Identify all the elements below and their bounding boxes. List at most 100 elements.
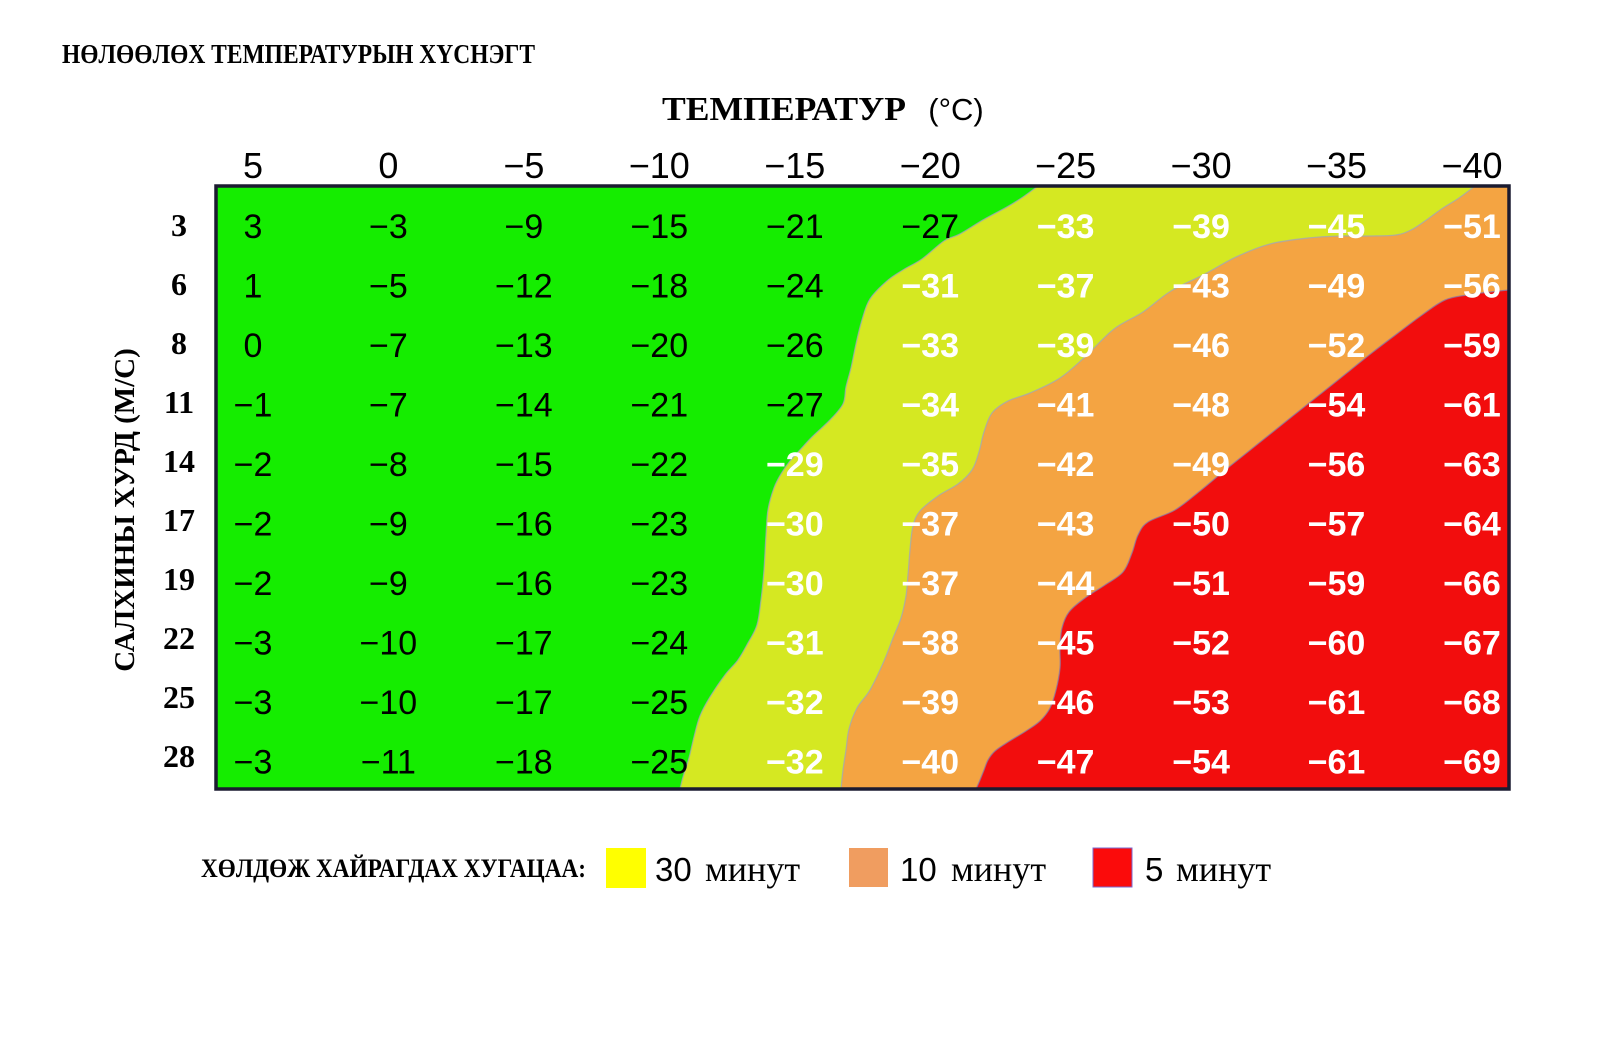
svg-text:−12: −12 (495, 268, 553, 306)
svg-text:−37: −37 (901, 565, 959, 603)
svg-text:−46: −46 (1037, 684, 1095, 722)
svg-text:−11: −11 (361, 744, 416, 782)
svg-text:25: 25 (163, 679, 195, 715)
svg-text:−31: −31 (901, 268, 959, 306)
svg-text:−20: −20 (630, 327, 688, 365)
svg-text:0: 0 (244, 327, 263, 365)
svg-text:−16: −16 (495, 565, 553, 603)
svg-text:−7: −7 (369, 387, 408, 425)
svg-text:−1: −1 (234, 387, 273, 425)
svg-text:−9: −9 (369, 506, 408, 544)
svg-text:минут: минут (951, 849, 1046, 889)
svg-text:−49: −49 (1308, 268, 1366, 306)
svg-text:−45: −45 (1308, 208, 1366, 246)
svg-text:−27: −27 (901, 208, 959, 246)
svg-text:−60: −60 (1308, 625, 1366, 663)
svg-text:−24: −24 (630, 625, 688, 663)
svg-text:5: 5 (1145, 851, 1163, 888)
svg-text:−59: −59 (1308, 565, 1366, 603)
svg-text:минут: минут (705, 849, 800, 889)
svg-text:−26: −26 (766, 327, 824, 365)
svg-text:−54: −54 (1308, 387, 1366, 425)
svg-text:−32: −32 (766, 744, 824, 782)
svg-text:−33: −33 (901, 327, 959, 365)
svg-text:−18: −18 (495, 744, 553, 782)
svg-text:−14: −14 (495, 387, 553, 425)
svg-text:−27: −27 (766, 387, 824, 425)
svg-text:−56: −56 (1443, 268, 1501, 306)
svg-text:−47: −47 (1037, 744, 1095, 782)
svg-text:−63: −63 (1443, 446, 1501, 484)
svg-text:−25: −25 (630, 684, 688, 722)
svg-text:НӨЛӨӨЛӨХ ТЕМПЕРАТУРЫН ХҮСНЭГТ: НӨЛӨӨЛӨХ ТЕМПЕРАТУРЫН ХҮСНЭГТ (62, 39, 535, 69)
svg-text:−31: −31 (766, 625, 824, 663)
svg-text:−15: −15 (495, 446, 553, 484)
svg-text:−38: −38 (901, 625, 959, 663)
svg-text:−35: −35 (1306, 145, 1367, 186)
svg-text:17: 17 (163, 502, 195, 538)
svg-text:5: 5 (243, 145, 263, 186)
svg-text:−10: −10 (629, 145, 690, 186)
svg-text:0: 0 (378, 145, 398, 186)
svg-text:−25: −25 (1035, 145, 1096, 186)
svg-text:−43: −43 (1172, 268, 1230, 306)
svg-text:−3: −3 (234, 684, 273, 722)
svg-text:−29: −29 (766, 446, 824, 484)
svg-text:−10: −10 (360, 625, 418, 663)
svg-text:−20: −20 (900, 145, 961, 186)
svg-text:−50: −50 (1172, 506, 1230, 544)
svg-text:−37: −37 (901, 506, 959, 544)
svg-text:3: 3 (244, 208, 263, 246)
svg-text:−22: −22 (630, 446, 688, 484)
svg-text:−9: −9 (505, 208, 544, 246)
svg-text:−37: −37 (1037, 268, 1095, 306)
svg-text:14: 14 (163, 443, 195, 479)
svg-text:−66: −66 (1443, 565, 1501, 603)
svg-text:−39: −39 (901, 684, 959, 722)
svg-text:−17: −17 (495, 684, 553, 722)
svg-text:−30: −30 (766, 565, 824, 603)
svg-text:−9: −9 (369, 565, 408, 603)
svg-text:22: 22 (163, 620, 195, 656)
svg-text:−13: −13 (495, 327, 553, 365)
svg-text:−21: −21 (630, 387, 688, 425)
svg-text:−5: −5 (369, 268, 408, 306)
svg-text:−69: −69 (1443, 744, 1501, 782)
svg-text:−21: −21 (766, 208, 824, 246)
svg-text:30: 30 (655, 851, 692, 888)
svg-text:−43: −43 (1037, 506, 1095, 544)
svg-text:−18: −18 (630, 268, 688, 306)
svg-text:−2: −2 (234, 565, 273, 603)
svg-text:−3: −3 (234, 625, 273, 663)
svg-text:8: 8 (171, 325, 187, 361)
svg-text:САЛХИНЫ ХУРД (М/С): САЛХИНЫ ХУРД (М/С) (109, 348, 141, 672)
svg-text:10: 10 (900, 851, 937, 888)
svg-text:−23: −23 (630, 506, 688, 544)
svg-text:−64: −64 (1443, 506, 1501, 544)
svg-text:−56: −56 (1308, 446, 1366, 484)
svg-text:−61: −61 (1308, 744, 1366, 782)
svg-text:28: 28 (163, 738, 195, 774)
svg-text:11: 11 (164, 384, 194, 420)
svg-text:3: 3 (171, 207, 187, 243)
svg-text:1: 1 (244, 268, 263, 306)
svg-text:−51: −51 (1443, 208, 1501, 246)
svg-text:−48: −48 (1172, 387, 1230, 425)
svg-text:−61: −61 (1443, 387, 1501, 425)
svg-text:−5: −5 (503, 145, 544, 186)
svg-text:−24: −24 (766, 268, 824, 306)
svg-text:−40: −40 (1441, 145, 1502, 186)
svg-text:6: 6 (171, 266, 187, 302)
svg-text:−2: −2 (234, 506, 273, 544)
svg-text:−2: −2 (234, 446, 273, 484)
svg-text:−3: −3 (234, 744, 273, 782)
svg-text:−40: −40 (901, 744, 959, 782)
svg-text:19: 19 (163, 561, 195, 597)
svg-text:−25: −25 (630, 744, 688, 782)
svg-text:−15: −15 (630, 208, 688, 246)
svg-text:−3: −3 (369, 208, 408, 246)
svg-text:−34: −34 (901, 387, 959, 425)
svg-text:−39: −39 (1037, 327, 1095, 365)
svg-text:(°C): (°C) (928, 92, 983, 127)
svg-text:ХӨЛДӨЖ ХАЙРАГДАХ ХУГАЦАА:: ХӨЛДӨЖ ХАЙРАГДАХ ХУГАЦАА: (201, 854, 586, 883)
